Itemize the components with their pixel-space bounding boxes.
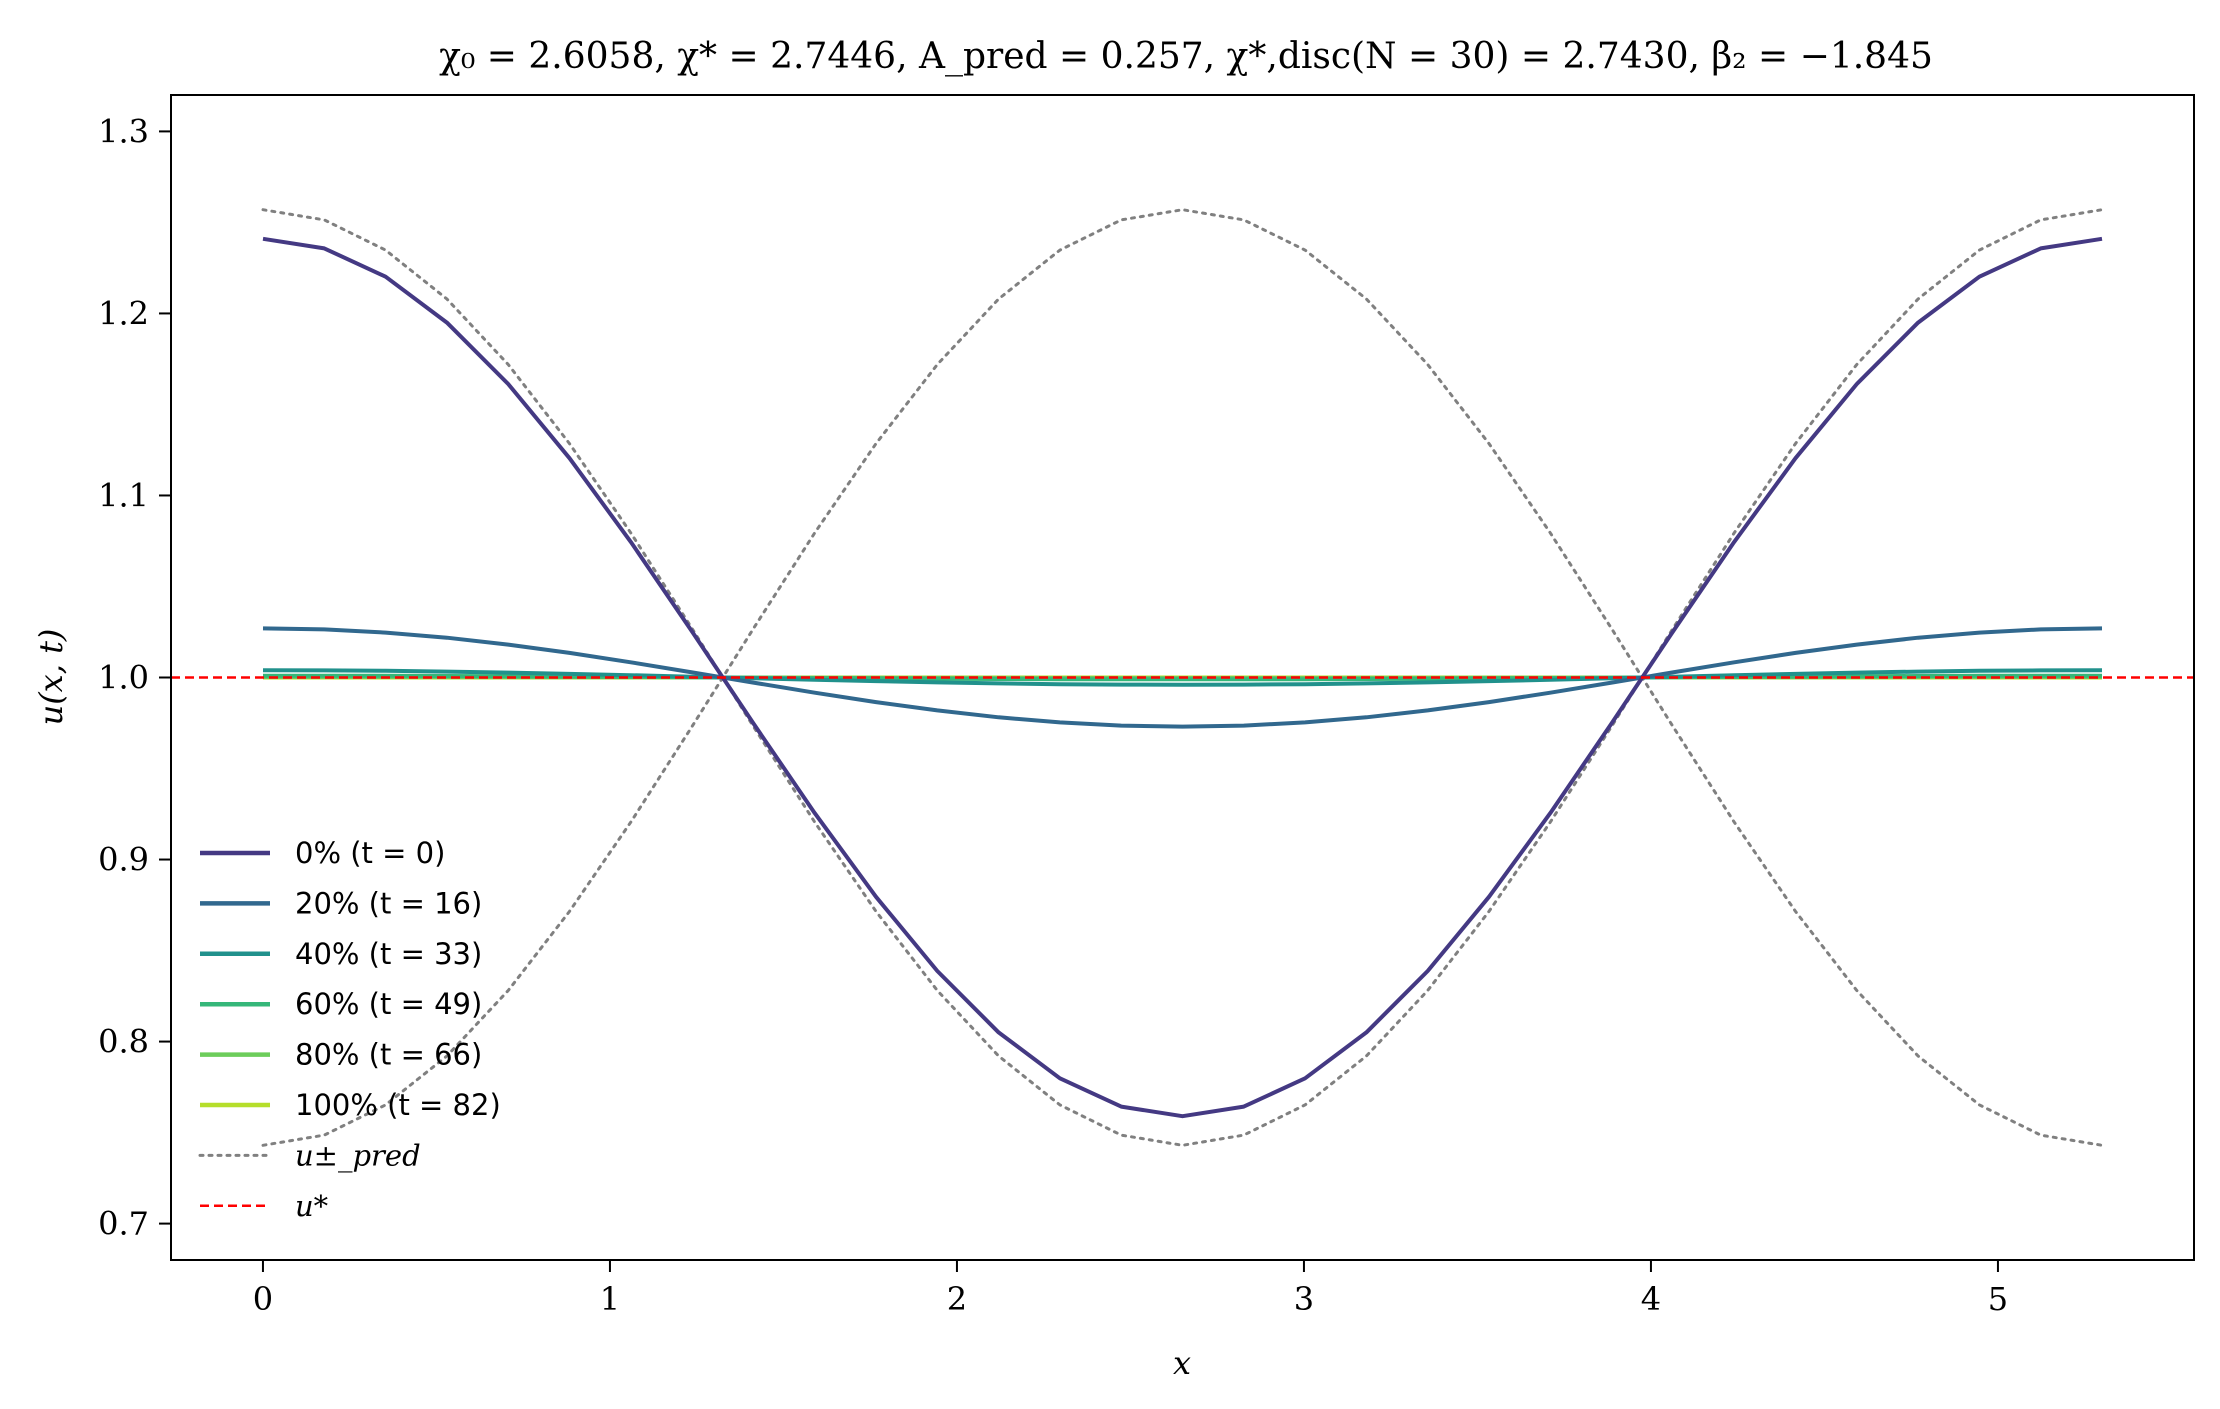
- y-tick-label-4: 1.1: [98, 476, 149, 514]
- envelope-lower-line: [261, 208, 2104, 1147]
- legend-label-2: 40% (t = 33): [295, 937, 482, 971]
- x-tick-label-2: 2: [947, 1280, 967, 1318]
- chart-title: χ₀ = 2.6058, χ* = 2.7446, A_pred = 0.257…: [439, 36, 1933, 77]
- legend-label-envelope: u±_pred: [295, 1138, 421, 1173]
- legend-label-1: 20% (t = 16): [295, 886, 482, 920]
- x-axis: 0 1 2 3 4 5: [253, 1260, 2008, 1318]
- legend-label-3: 60% (t = 49): [295, 987, 482, 1021]
- x-tick-label-1: 1: [600, 1280, 620, 1318]
- y-tick-label-6: 1.3: [98, 112, 149, 150]
- legend-label-reference: u*: [295, 1189, 329, 1223]
- x-tick-label-4: 4: [1641, 1280, 1661, 1318]
- x-tick-label-0: 0: [253, 1280, 273, 1318]
- y-tick-label-3: 1.0: [98, 659, 149, 697]
- y-tick-label-2: 0.9: [98, 841, 149, 879]
- series-line-1: [262, 626, 2103, 729]
- x-axis-label: x: [1173, 1344, 1191, 1382]
- y-tick-label-0: 0.7: [98, 1205, 149, 1243]
- legend-label-4: 80% (t = 66): [295, 1038, 482, 1072]
- x-tick-label-5: 5: [1988, 1280, 2008, 1318]
- series-line-2: [262, 668, 2103, 687]
- legend-label-0: 0% (t = 0): [295, 836, 445, 870]
- series-lines: [171, 208, 2194, 1147]
- envelope-upper-line: [261, 208, 2104, 1147]
- legend: 0% (t = 0) 20% (t = 16) 40% (t = 33) 60% (t…: [198, 836, 501, 1223]
- y-axis-label: u(x, t): [32, 629, 70, 726]
- plot-area: [170, 94, 2195, 1261]
- y-tick-label-5: 1.2: [98, 294, 149, 332]
- y-axis: 0.7 0.8 0.9 1.0 1.1 1.2 1.3: [98, 112, 171, 1243]
- series-line-0: [262, 236, 2103, 1119]
- x-tick-label-3: 3: [1294, 1280, 1314, 1318]
- legend-label-5: 100% (t = 82): [295, 1088, 501, 1122]
- y-tick-label-1: 0.8: [98, 1023, 149, 1061]
